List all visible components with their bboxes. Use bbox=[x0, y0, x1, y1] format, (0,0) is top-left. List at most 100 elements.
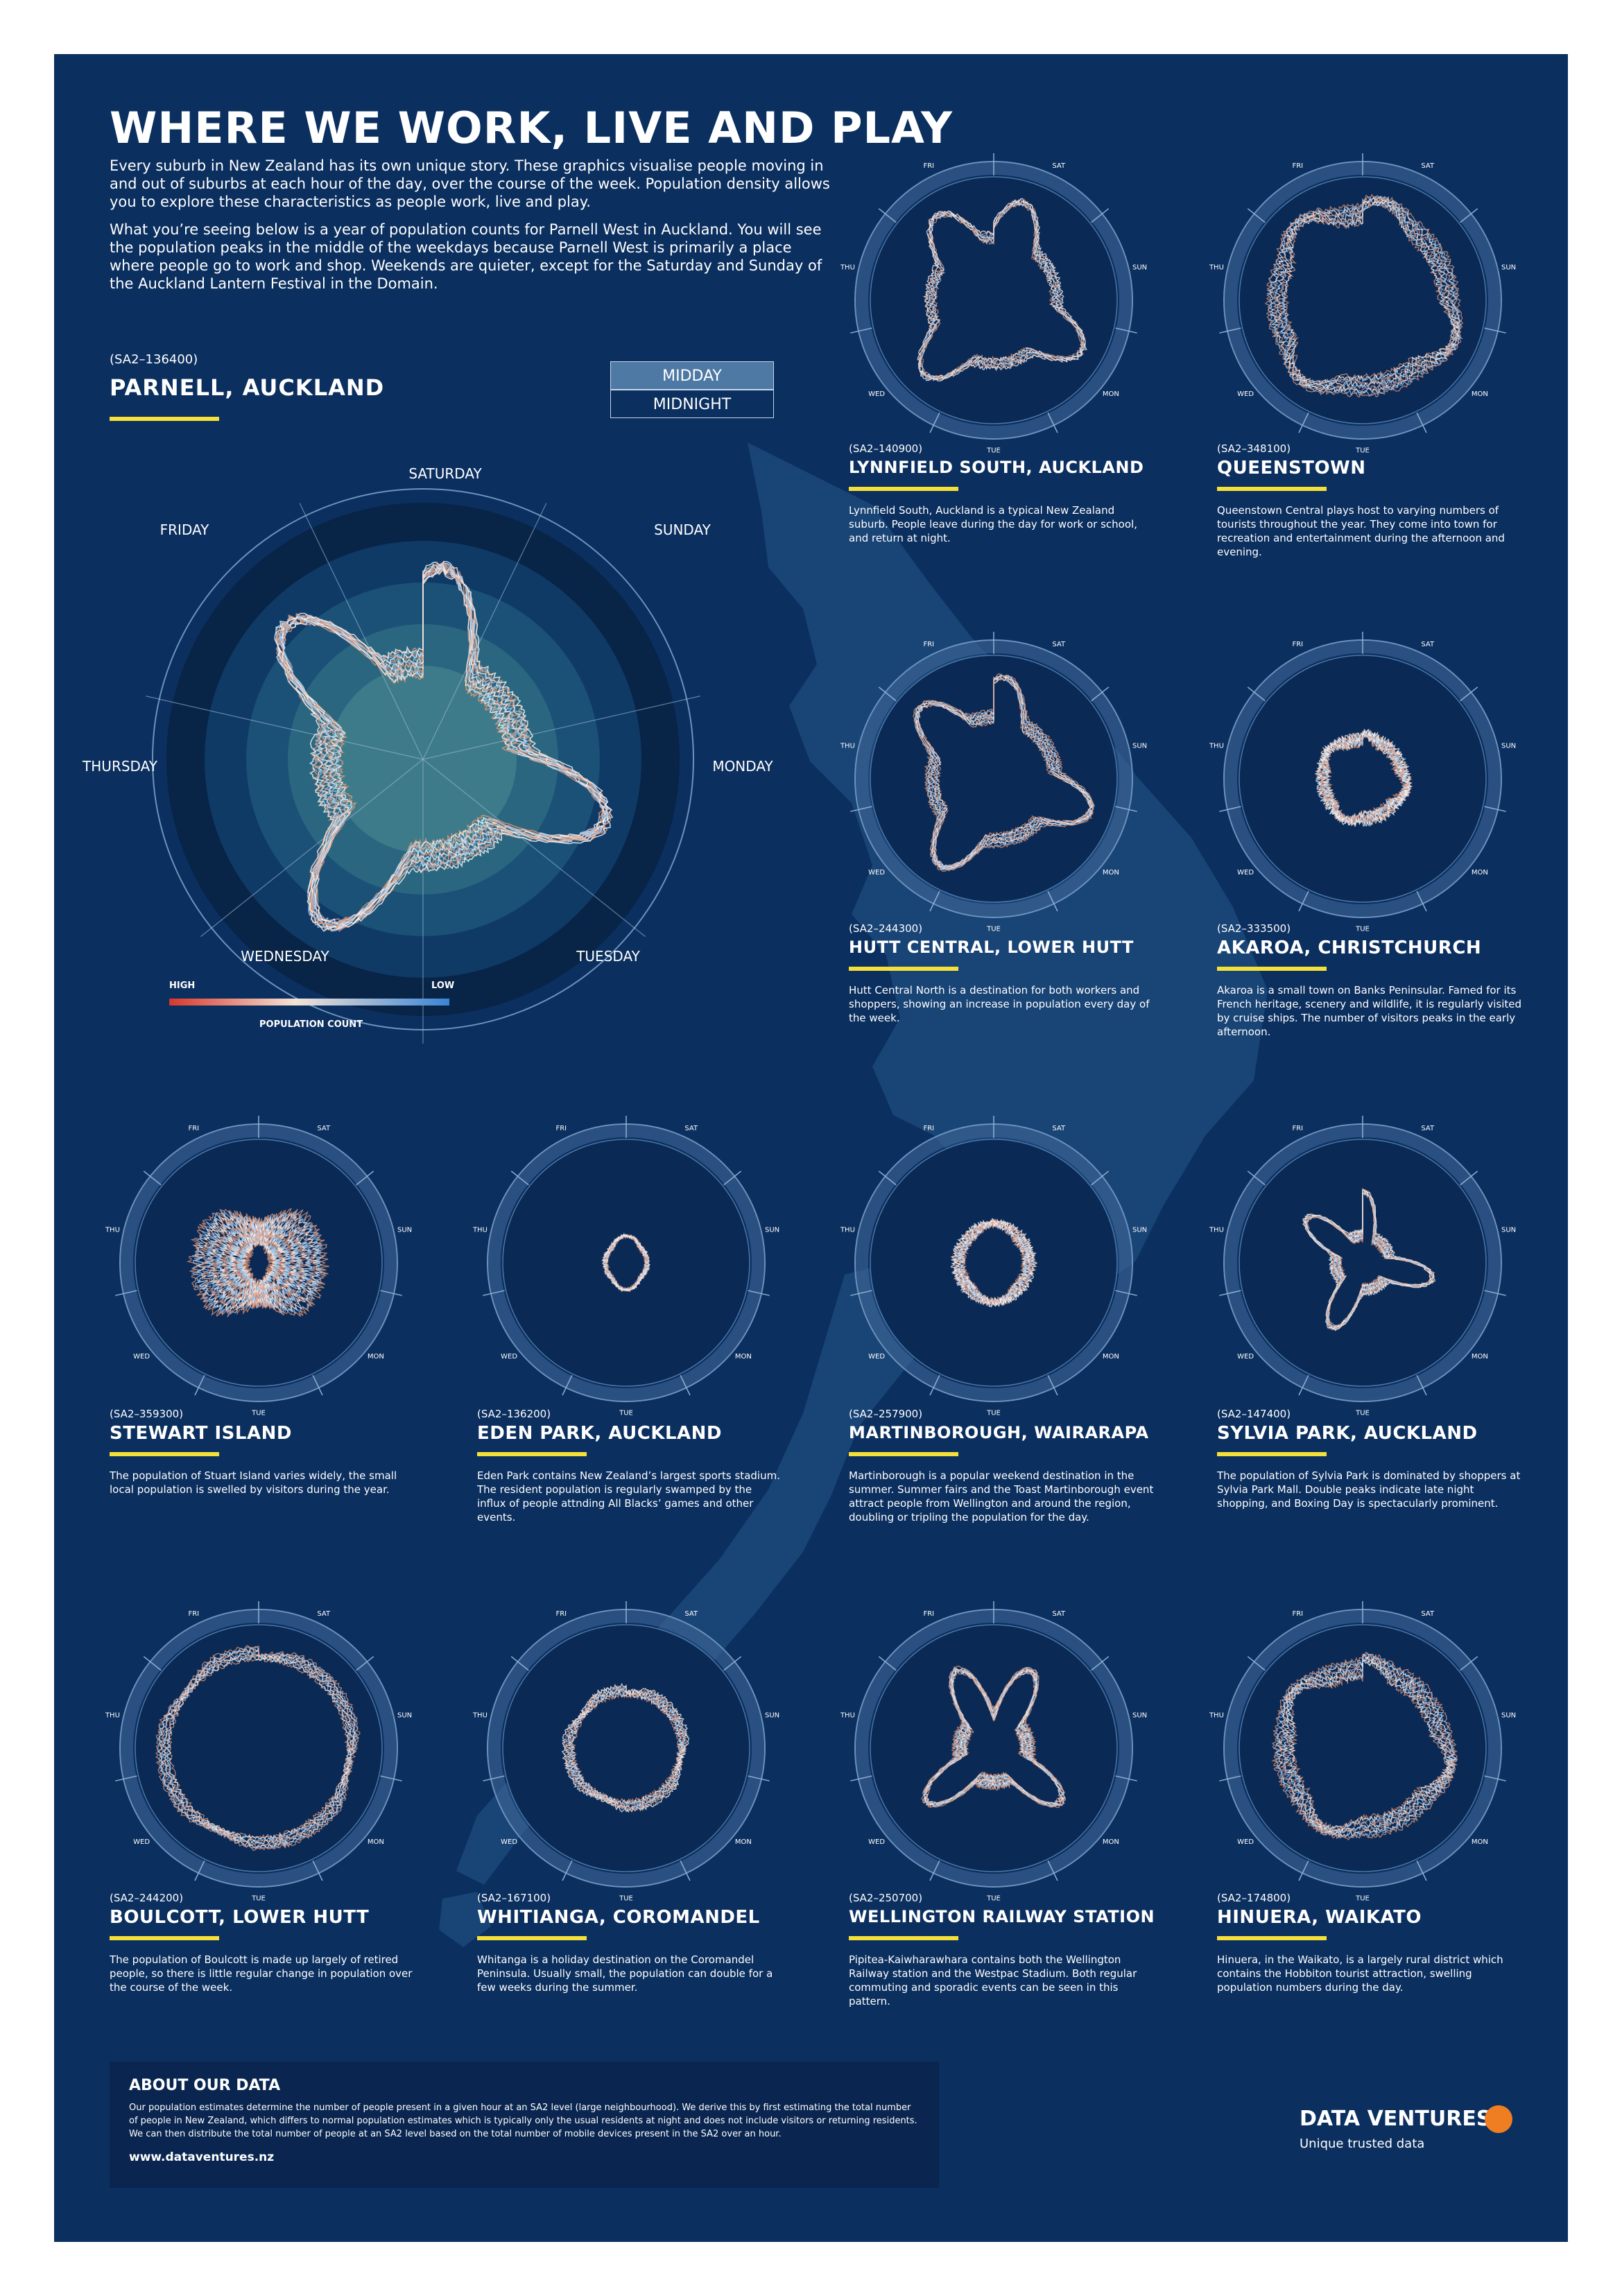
population-trace bbox=[166, 1655, 351, 1840]
brand-tagline: Unique trusted data bbox=[1300, 2137, 1425, 2151]
day-divider bbox=[878, 687, 897, 702]
day-label: TUE bbox=[251, 1895, 266, 1903]
day-divider bbox=[380, 1290, 402, 1296]
day-divider bbox=[1219, 1775, 1241, 1781]
suburb-code: (SA2–359300) bbox=[110, 1408, 184, 1420]
day-label: THU bbox=[472, 1226, 488, 1234]
day-label: SUN bbox=[765, 1226, 779, 1234]
day-divider bbox=[1219, 806, 1241, 812]
day-divider bbox=[1460, 1171, 1478, 1186]
day-divider bbox=[1091, 687, 1110, 702]
day-divider bbox=[1219, 327, 1241, 334]
day-label: WED bbox=[501, 1353, 517, 1361]
suburb-name: WHITIANGA, COROMANDEL bbox=[477, 1907, 760, 1928]
day-label: MON bbox=[368, 1353, 384, 1361]
population-trace bbox=[1271, 196, 1462, 392]
day-divider bbox=[1247, 687, 1266, 702]
day-label: TUE bbox=[986, 1895, 1001, 1903]
day-divider bbox=[422, 759, 646, 938]
day-divider bbox=[562, 1374, 573, 1396]
day-label: SUN bbox=[765, 1711, 779, 1719]
suburb-description: Hinuera, in the Waikato, is a largely ru… bbox=[1217, 1953, 1503, 1994]
day-divider bbox=[1298, 1374, 1309, 1396]
day-label: MON bbox=[735, 1838, 752, 1846]
day-divider bbox=[115, 1775, 137, 1781]
day-label: SAT bbox=[1421, 641, 1435, 648]
day-divider bbox=[1416, 890, 1427, 912]
day-divider bbox=[1247, 1656, 1266, 1671]
suburb-rule bbox=[110, 1452, 219, 1456]
suburb-code: (SA2–244200) bbox=[110, 1892, 184, 1904]
day-divider bbox=[1416, 1860, 1427, 1881]
population-trace bbox=[1278, 199, 1457, 386]
population-trace bbox=[918, 198, 1086, 381]
population-trace bbox=[275, 562, 608, 932]
day-label: SUN bbox=[1501, 1711, 1516, 1719]
day-label: MON bbox=[1472, 1353, 1488, 1361]
suburb-rule bbox=[849, 487, 958, 491]
website-link[interactable]: www.dataventures.nz bbox=[129, 2150, 275, 2164]
day-divider bbox=[1115, 1775, 1137, 1781]
suburb-code: (SA2–333500) bbox=[1217, 922, 1291, 935]
midday-toggle[interactable]: MIDDAY bbox=[610, 361, 774, 390]
population-trace bbox=[274, 560, 614, 932]
day-divider bbox=[356, 1171, 374, 1186]
population-trace bbox=[924, 1668, 1064, 1806]
legend-title: POPULATION COUNT bbox=[259, 1019, 363, 1030]
day-label: THU bbox=[105, 1226, 120, 1234]
day-label: WED bbox=[868, 1353, 885, 1361]
day-divider bbox=[200, 759, 424, 938]
day-label: MON bbox=[1472, 390, 1488, 398]
midnight-toggle[interactable]: MIDNIGHT bbox=[610, 390, 774, 418]
population-trace bbox=[187, 1208, 329, 1318]
population-trace bbox=[913, 673, 1094, 872]
suburb-code: (SA2–348100) bbox=[1217, 442, 1291, 455]
day-divider bbox=[146, 696, 424, 760]
day-label: SUN bbox=[1132, 264, 1147, 271]
suburb-code: (SA2–147400) bbox=[1217, 1408, 1291, 1420]
day-divider bbox=[1247, 208, 1266, 223]
day-divider bbox=[1047, 1860, 1058, 1881]
suburb-rule bbox=[477, 1452, 587, 1456]
day-divider bbox=[929, 890, 940, 912]
day-divider bbox=[680, 1374, 691, 1396]
day-divider bbox=[878, 1656, 897, 1671]
suburb-description: Akaroa is a small town on Banks Peninsul… bbox=[1217, 984, 1522, 1038]
day-divider bbox=[1047, 890, 1058, 912]
day-label: FRI bbox=[555, 1610, 567, 1618]
population-trace bbox=[924, 1668, 1064, 1806]
day-divider bbox=[850, 327, 872, 334]
day-label: WED bbox=[1237, 869, 1254, 877]
population-trace bbox=[915, 675, 1094, 870]
day-divider bbox=[143, 1656, 162, 1671]
population-trace bbox=[1277, 200, 1458, 387]
day-label: MON bbox=[368, 1838, 384, 1846]
day-divider bbox=[1416, 1374, 1427, 1396]
population-trace bbox=[950, 1218, 1037, 1308]
day-label-sunday: SUNDAY bbox=[654, 521, 711, 538]
day-label: FRI bbox=[1292, 162, 1303, 170]
day-label: TUE bbox=[986, 447, 1001, 455]
radial-chart-4: SAT SUN MON TUE WED THU FRI bbox=[105, 1116, 412, 1417]
day-label: SAT bbox=[1052, 1125, 1066, 1132]
population-trace bbox=[280, 566, 609, 926]
day-divider bbox=[850, 806, 872, 812]
day-label: SAT bbox=[317, 1125, 331, 1132]
day-label: MON bbox=[735, 1353, 752, 1361]
intro-paragraph-2: What you’re seeing below is a year of po… bbox=[110, 221, 822, 292]
suburb-rule bbox=[1217, 967, 1327, 971]
day-divider bbox=[1484, 806, 1506, 812]
day-label: SAT bbox=[1421, 1610, 1435, 1618]
radial-chart-5: SAT SUN MON TUE WED THU FRI bbox=[472, 1116, 779, 1417]
brand-logo: DATA VENTURES bbox=[1300, 2107, 1492, 2131]
day-label: MON bbox=[1103, 869, 1119, 877]
day-label: MON bbox=[1472, 869, 1488, 877]
day-divider bbox=[1484, 1775, 1506, 1781]
day-label: TUE bbox=[986, 1410, 1001, 1417]
day-divider bbox=[748, 1775, 770, 1781]
day-divider bbox=[748, 1290, 770, 1296]
suburb-name: HUTT CENTRAL, LOWER HUTT bbox=[849, 938, 1134, 957]
population-trace bbox=[561, 1682, 690, 1813]
day-label: SUN bbox=[1501, 742, 1516, 750]
